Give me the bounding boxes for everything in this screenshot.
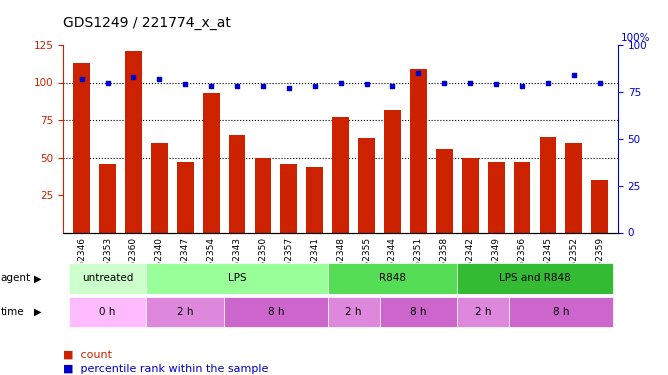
- Point: [491, 81, 502, 87]
- Text: 2 h: 2 h: [345, 307, 362, 317]
- Text: GDS1249 / 221774_x_at: GDS1249 / 221774_x_at: [63, 16, 231, 30]
- Point: [180, 81, 190, 87]
- Text: 8 h: 8 h: [552, 307, 569, 317]
- Text: 8 h: 8 h: [268, 307, 284, 317]
- Bar: [146, 297, 224, 327]
- Bar: [328, 297, 379, 327]
- Bar: [255, 158, 271, 232]
- Bar: [540, 136, 556, 232]
- Bar: [488, 162, 504, 232]
- Bar: [73, 63, 90, 232]
- Point: [206, 83, 216, 89]
- Text: ▶: ▶: [34, 273, 41, 284]
- Bar: [151, 142, 168, 232]
- Bar: [307, 166, 323, 232]
- Point: [258, 83, 269, 89]
- Text: agent: agent: [1, 273, 31, 284]
- Point: [335, 80, 346, 86]
- Bar: [125, 51, 142, 232]
- Point: [568, 72, 579, 78]
- Bar: [332, 117, 349, 232]
- Point: [413, 70, 424, 76]
- Bar: [462, 158, 479, 232]
- Point: [439, 80, 450, 86]
- Text: 0 h: 0 h: [100, 307, 116, 317]
- Point: [128, 74, 139, 80]
- Text: ■  count: ■ count: [63, 350, 112, 359]
- Bar: [202, 93, 220, 232]
- Point: [361, 81, 372, 87]
- Point: [154, 76, 165, 82]
- Point: [542, 80, 553, 86]
- Point: [595, 80, 605, 86]
- Bar: [146, 263, 328, 294]
- Bar: [410, 69, 427, 232]
- Text: 2 h: 2 h: [475, 307, 492, 317]
- Bar: [99, 164, 116, 232]
- Point: [516, 83, 527, 89]
- Point: [232, 83, 242, 89]
- Text: R848: R848: [379, 273, 406, 284]
- Bar: [224, 297, 328, 327]
- Text: untreated: untreated: [81, 273, 133, 284]
- Point: [309, 83, 320, 89]
- Text: 2 h: 2 h: [177, 307, 194, 317]
- Bar: [436, 148, 453, 232]
- Text: LPS and R848: LPS and R848: [499, 273, 571, 284]
- Text: time: time: [1, 307, 24, 317]
- Point: [102, 80, 113, 86]
- Bar: [69, 263, 146, 294]
- Bar: [69, 297, 146, 327]
- Bar: [514, 162, 530, 232]
- Bar: [565, 142, 582, 232]
- Text: ▶: ▶: [34, 307, 41, 317]
- Bar: [358, 138, 375, 232]
- Bar: [379, 297, 458, 327]
- Bar: [328, 263, 458, 294]
- Text: LPS: LPS: [228, 273, 246, 284]
- Text: ■  percentile rank within the sample: ■ percentile rank within the sample: [63, 364, 269, 374]
- Bar: [458, 297, 509, 327]
- Point: [465, 80, 476, 86]
- Bar: [509, 297, 613, 327]
- Text: 100%: 100%: [621, 33, 651, 43]
- Text: 8 h: 8 h: [410, 307, 427, 317]
- Bar: [281, 164, 297, 232]
- Point: [76, 76, 87, 82]
- Point: [283, 85, 294, 91]
- Bar: [591, 180, 608, 232]
- Point: [387, 83, 398, 89]
- Bar: [458, 263, 613, 294]
- Bar: [177, 162, 194, 232]
- Bar: [384, 110, 401, 232]
- Bar: [228, 135, 245, 232]
